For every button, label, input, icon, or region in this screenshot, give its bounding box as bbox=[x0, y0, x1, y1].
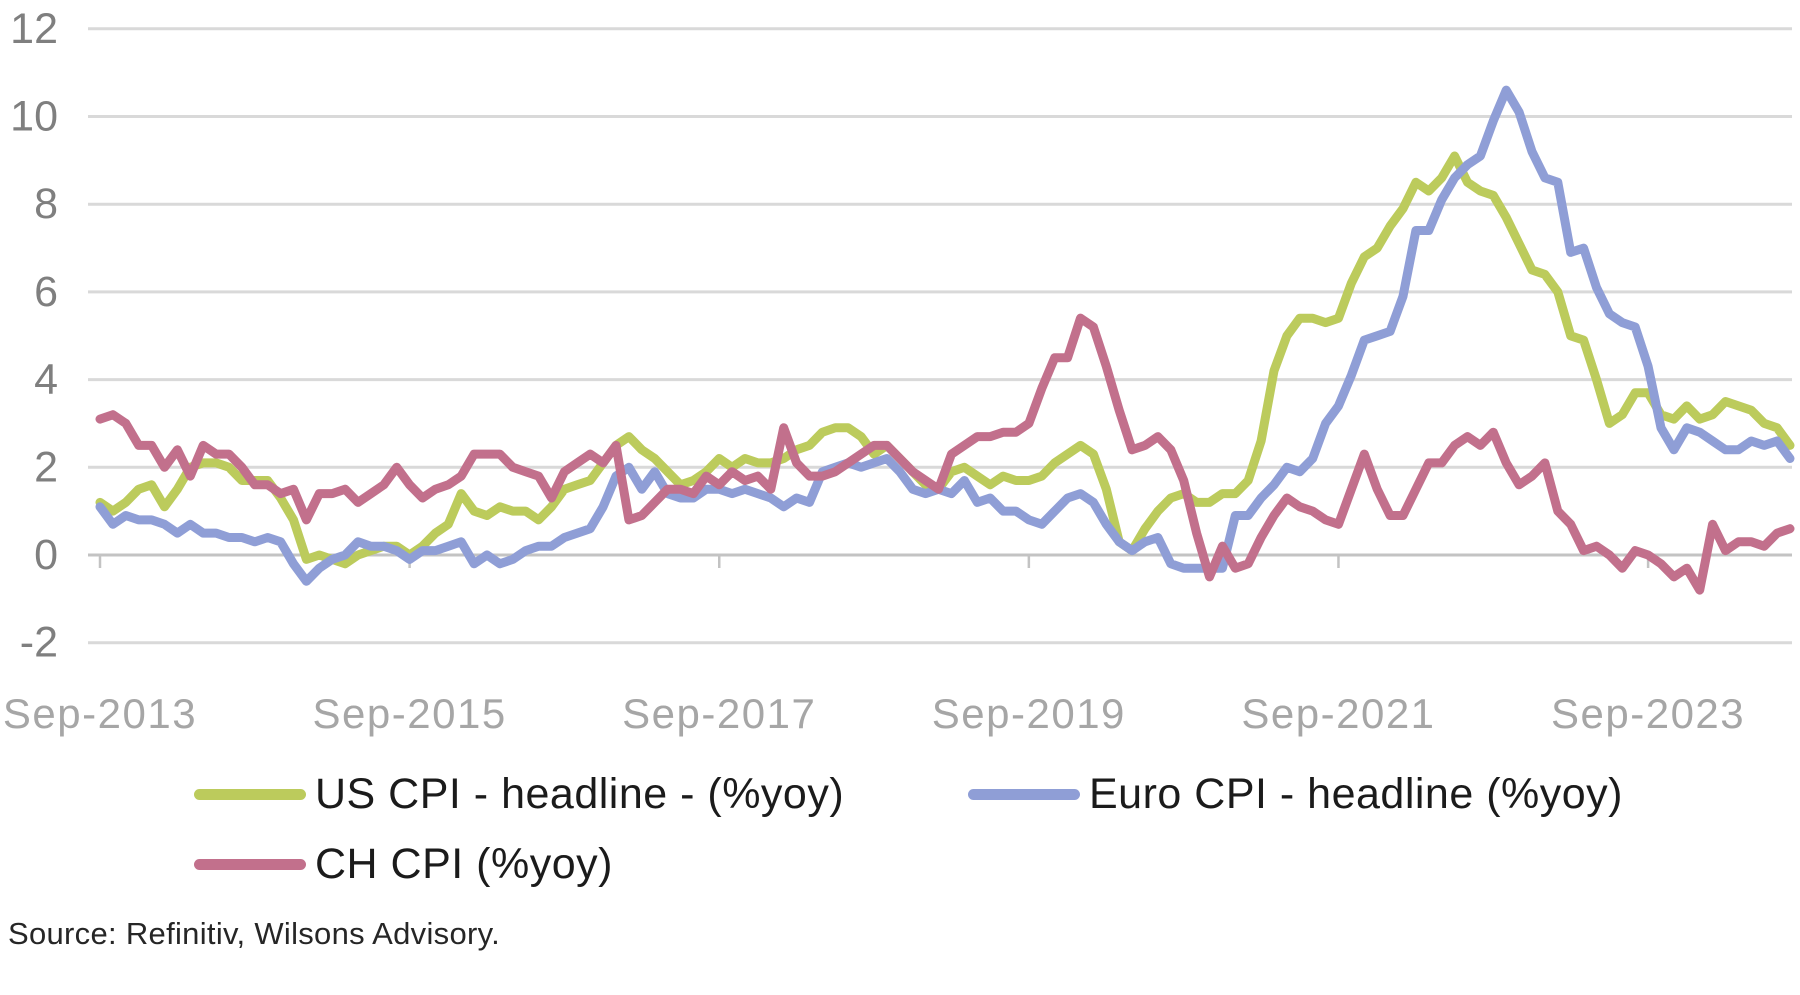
source-attribution: Source: Refinitiv, Wilsons Advisory. bbox=[8, 916, 501, 951]
y-axis-label-4: 4 bbox=[34, 356, 58, 404]
euro-cpi-legend-label: Euro CPI - headline (%yoy) bbox=[1089, 769, 1623, 818]
ch-cpi-line-swatch bbox=[194, 858, 306, 870]
y-axis-label-10: 10 bbox=[10, 93, 58, 141]
y-axis-label-6: 6 bbox=[34, 268, 58, 316]
us-cpi-legend-label: US CPI - headline - (%yoy) bbox=[315, 769, 845, 818]
legend-item-ch-cpi: CH CPI (%yoy) bbox=[194, 836, 613, 892]
cpi-line-chart: -2 0 2 4 6 8 10 12 Sep-2013 Sep-2015 Sep-2017 Sep-2… bbox=[3, 5, 1795, 737]
x-axis-label-Sep-2015: Sep-2015 bbox=[313, 690, 507, 737]
legend-item-euro-cpi: Euro CPI - headline (%yoy) bbox=[968, 766, 1623, 822]
y-axis-label-12: 12 bbox=[10, 5, 58, 53]
y-axis-label-0: 0 bbox=[34, 531, 58, 579]
y-axis-label-2: 2 bbox=[34, 443, 58, 491]
y-axis-label--2: -2 bbox=[20, 619, 58, 667]
series-line-1 bbox=[95, 85, 1795, 586]
cpi-line-chart-area: -2 0 2 4 6 8 10 12 Sep-2013 Sep-2015 Sep-2017 Sep-2… bbox=[3, 5, 1795, 737]
x-axis-label-Sep-2023: Sep-2023 bbox=[1551, 690, 1745, 737]
series-line-2 bbox=[95, 313, 1795, 595]
us-cpi-line-swatch bbox=[194, 788, 306, 800]
x-axis-label-Sep-2017: Sep-2017 bbox=[622, 690, 816, 737]
euro-cpi-line-swatch bbox=[968, 788, 1080, 800]
ch-cpi-legend-label: CH CPI (%yoy) bbox=[315, 839, 613, 888]
legend-item-us-cpi: US CPI - headline - (%yoy) bbox=[194, 766, 844, 822]
x-axis-label-Sep-2013: Sep-2013 bbox=[3, 690, 197, 737]
x-axis-label-Sep-2021: Sep-2021 bbox=[1241, 690, 1435, 737]
x-axis-label-Sep-2019: Sep-2019 bbox=[932, 690, 1126, 737]
y-axis-label-8: 8 bbox=[34, 180, 58, 228]
